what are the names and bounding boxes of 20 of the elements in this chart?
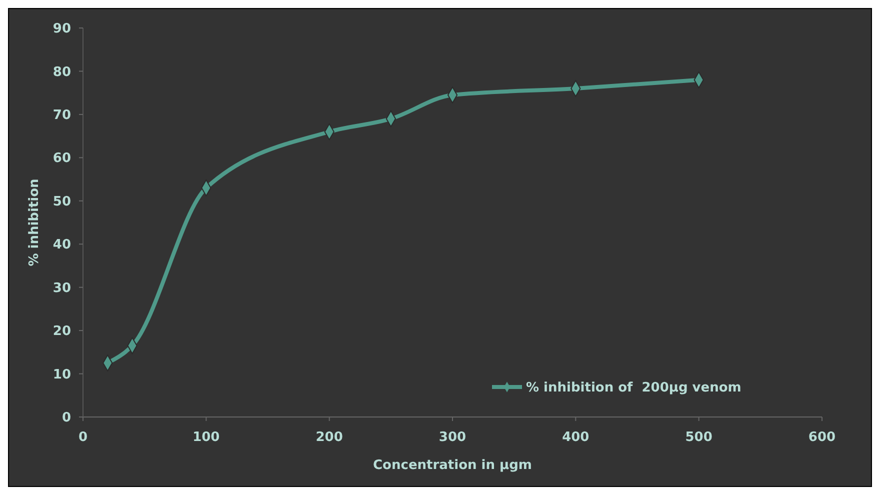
x-tick-label: 400 bbox=[562, 430, 590, 445]
y-tick-label: 30 bbox=[52, 280, 71, 296]
y-tick-label: 40 bbox=[52, 238, 71, 253]
legend-label: % inhibition of 200µg venom bbox=[526, 380, 742, 396]
x-tick-label: 500 bbox=[685, 430, 712, 445]
x-tick-label: 600 bbox=[808, 430, 836, 445]
x-tick-label: 200 bbox=[316, 430, 343, 445]
y-tick-label: 20 bbox=[52, 324, 71, 340]
x-tick-label: 100 bbox=[192, 430, 220, 445]
y-tick-label: 70 bbox=[52, 108, 71, 123]
y-tick-label: 0 bbox=[62, 410, 71, 426]
y-tick-label: 50 bbox=[52, 194, 71, 210]
y-tick-label: 60 bbox=[52, 151, 71, 166]
x-tick-label: 0 bbox=[78, 430, 88, 445]
x-axis-title: Concentration in µgm bbox=[373, 458, 532, 473]
y-tick-label: 80 bbox=[52, 64, 71, 80]
y-tick-label: 10 bbox=[52, 367, 71, 382]
y-tick-label: 90 bbox=[52, 22, 71, 37]
x-tick-label: 300 bbox=[438, 430, 466, 445]
y-axis-title: % inhibition bbox=[27, 178, 42, 266]
